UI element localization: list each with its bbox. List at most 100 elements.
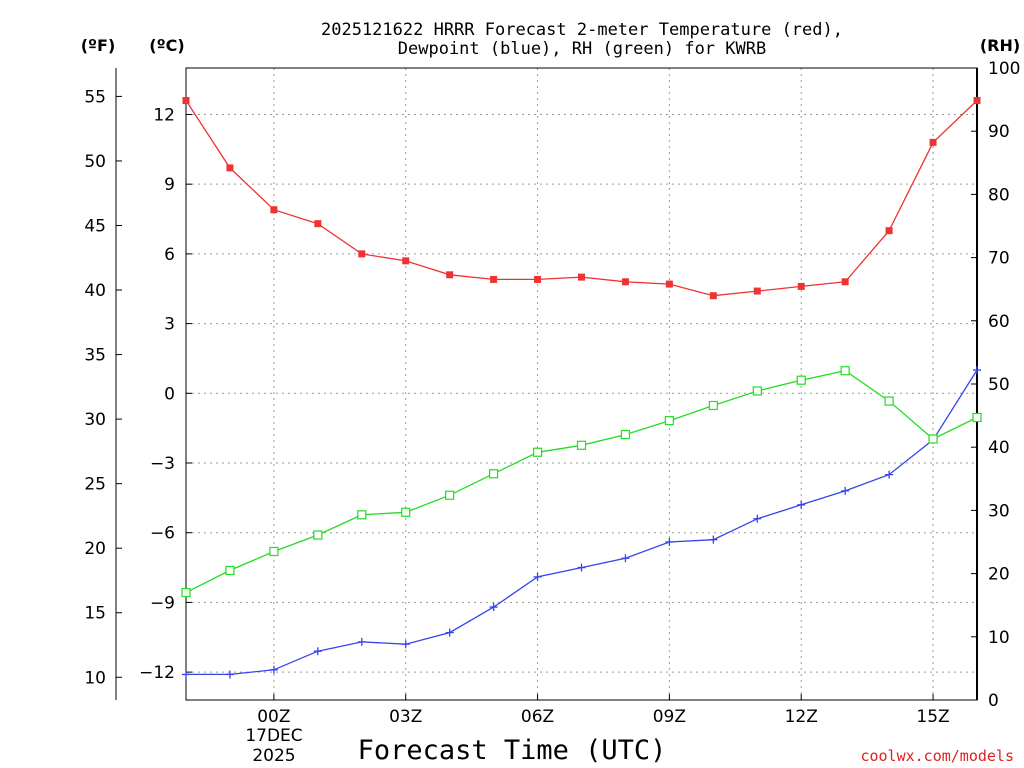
temperature-point xyxy=(402,257,410,265)
rh-point xyxy=(576,440,587,450)
rh-tick-label: 50 xyxy=(988,375,1010,395)
rh-tick-label: 90 xyxy=(988,122,1010,142)
dewpoint-point xyxy=(577,563,586,572)
fahrenheit-tick-label: 30 xyxy=(84,410,106,430)
date-label-day: 17DEC xyxy=(245,726,302,746)
rh-point xyxy=(269,546,279,557)
fahrenheit-tick-label: 45 xyxy=(84,216,106,236)
celsius-tick-label: 12 xyxy=(153,105,175,125)
rh-point xyxy=(752,386,762,396)
rh-unit-label: (RH) xyxy=(980,36,1020,55)
celsius-tick-label: 0 xyxy=(164,384,175,404)
dewpoint-point xyxy=(401,640,410,649)
axis-ticks: −12 −9 −6 −3 0 3 6 9 12 00Z 03Z 06Z 09Z 12Z 15Z 10 15 20 2… xyxy=(84,59,1020,727)
rh-point xyxy=(489,469,499,479)
celsius-tick-label: 6 xyxy=(164,245,175,265)
dewpoint-point xyxy=(313,647,322,656)
celsius-tick-label: 9 xyxy=(164,175,175,195)
celsius-tick-label: −12 xyxy=(139,663,175,683)
rh-point xyxy=(796,375,806,385)
temperature-point xyxy=(797,282,805,290)
temperature-point xyxy=(973,97,981,105)
temperature-point xyxy=(182,97,190,105)
dewpoint-point xyxy=(841,486,850,495)
dewpoint-point xyxy=(621,554,630,563)
grid xyxy=(186,68,977,700)
rh-tick-label: 30 xyxy=(988,501,1010,521)
temperature-point xyxy=(621,278,629,286)
temperature-point xyxy=(270,206,278,214)
temperature-point xyxy=(358,250,366,258)
dewpoint-point xyxy=(533,572,542,581)
x-tick-label: 09Z xyxy=(653,707,686,727)
temperature-point xyxy=(314,220,322,228)
rh-point xyxy=(664,416,674,426)
dewpoint-point xyxy=(357,637,366,646)
celsius-unit-label: (ºC) xyxy=(149,36,184,55)
rh-point xyxy=(357,510,367,520)
x-axis-title: Forecast Time (UTC) xyxy=(358,735,667,766)
celsius-tick-label: −9 xyxy=(150,593,175,613)
dewpoint-point xyxy=(489,603,498,612)
temperature-point xyxy=(578,273,585,281)
rh-point xyxy=(708,400,718,411)
temperature-line xyxy=(185,100,978,297)
dewpoint-point xyxy=(885,470,894,479)
dewpoint-point xyxy=(709,535,718,544)
fahrenheit-tick-label: 50 xyxy=(84,152,106,172)
rh-point xyxy=(401,507,411,517)
temperature-point xyxy=(665,280,673,288)
rh-line xyxy=(185,370,978,594)
rh-point xyxy=(225,565,235,576)
chart-title: 2025121622 HRRR Forecast 2-meter Tempera… xyxy=(321,20,843,40)
temperature-point xyxy=(226,164,234,172)
fahrenheit-tick-label: 40 xyxy=(84,281,106,301)
temperature-point xyxy=(446,271,454,279)
temperature-point xyxy=(885,227,893,235)
x-tick-label: 06Z xyxy=(521,707,554,727)
fahrenheit-tick-label: 25 xyxy=(84,475,106,495)
rh-tick-label: 0 xyxy=(988,691,999,711)
fahrenheit-tick-label: 55 xyxy=(84,87,106,107)
rh-point xyxy=(928,434,938,444)
temperature-point xyxy=(841,278,849,286)
dewpoint-point xyxy=(269,665,278,674)
fahrenheit-tick-label: 15 xyxy=(84,604,106,624)
x-tick-label: 00Z xyxy=(257,707,290,727)
celsius-tick-label: −6 xyxy=(150,524,175,544)
rh-point xyxy=(532,447,543,457)
rh-tick-label: 70 xyxy=(988,249,1010,269)
x-tick-label: 15Z xyxy=(916,707,949,727)
rh-point xyxy=(840,366,850,376)
fahrenheit-unit-label: (ºF) xyxy=(81,36,116,55)
x-tick-label: 03Z xyxy=(389,707,422,727)
temperature-point xyxy=(753,287,761,295)
rh-point xyxy=(972,412,982,423)
dewpoint-point xyxy=(753,514,762,523)
x-tick-label: 12Z xyxy=(785,707,818,727)
dewpoint-point xyxy=(182,670,190,679)
dewpoint-point xyxy=(225,670,234,679)
date-label-year: 2025 xyxy=(252,746,295,766)
data-series xyxy=(181,97,982,679)
dewpoint-point xyxy=(973,366,981,375)
dewpoint-point xyxy=(445,628,454,637)
rh-tick-label: 60 xyxy=(988,312,1010,332)
fahrenheit-tick-label: 35 xyxy=(84,346,106,366)
temperature-point xyxy=(709,292,717,300)
credit-link[interactable]: coolwx.com/models xyxy=(860,747,1014,765)
rh-point xyxy=(884,396,894,406)
rh-tick-label: 20 xyxy=(988,565,1010,585)
dewpoint-point xyxy=(797,500,806,509)
temperature-point xyxy=(929,138,937,146)
celsius-tick-label: 3 xyxy=(164,315,175,335)
chart-subtitle: Dewpoint (blue), RH (green) for KWRB xyxy=(398,39,766,59)
fahrenheit-tick-label: 10 xyxy=(84,668,106,688)
dewpoint-line xyxy=(186,369,978,676)
fahrenheit-tick-label: 20 xyxy=(84,539,106,559)
rh-point xyxy=(313,530,323,540)
dewpoint-point xyxy=(665,538,674,546)
rh-tick-label: 100 xyxy=(988,59,1020,79)
temperature-point xyxy=(534,275,542,283)
